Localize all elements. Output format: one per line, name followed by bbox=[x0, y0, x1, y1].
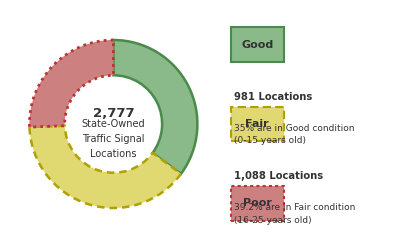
Text: Fair: Fair bbox=[245, 119, 269, 129]
Text: Good: Good bbox=[241, 40, 273, 50]
Text: 2,777: 2,777 bbox=[92, 107, 134, 121]
Text: 1,088 Locations: 1,088 Locations bbox=[234, 171, 323, 181]
Text: 981 Locations: 981 Locations bbox=[234, 92, 312, 102]
Wedge shape bbox=[113, 40, 197, 174]
Wedge shape bbox=[29, 126, 181, 208]
Text: 39.2% are in Fair condition
(16-25 years old): 39.2% are in Fair condition (16-25 years… bbox=[234, 203, 356, 224]
Text: Poor: Poor bbox=[243, 198, 272, 208]
Text: State-Owned
Traffic Signal
Locations: State-Owned Traffic Signal Locations bbox=[81, 119, 145, 159]
Wedge shape bbox=[29, 40, 113, 127]
Text: 35% are in Good condition
(0-15 years old): 35% are in Good condition (0-15 years ol… bbox=[234, 124, 355, 145]
